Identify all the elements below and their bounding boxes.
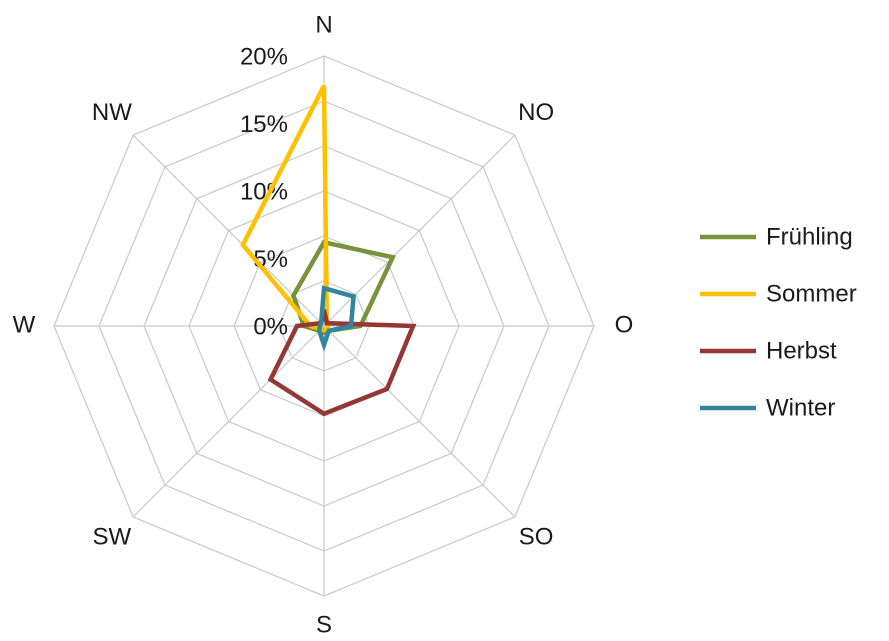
series-line-3 (316, 285, 356, 352)
tick-label: 0% (253, 313, 288, 340)
legend-label: Herbst (766, 337, 837, 364)
axis-label-w: W (13, 311, 36, 338)
legend: Frühling Sommer Herbst Winter (700, 223, 857, 421)
axis-label-so: SO (519, 523, 554, 550)
radar-grid (53, 55, 595, 597)
radial-tick-labels: 0%5%10%15%20% (240, 43, 288, 340)
grid-spoke (323, 325, 516, 518)
axis-label-n: N (315, 11, 332, 38)
axis-label-o: O (615, 311, 634, 338)
series-line-0 (290, 239, 396, 336)
tick-label: 15% (240, 111, 288, 138)
series-line-2 (267, 309, 417, 417)
tick-label: 20% (240, 43, 288, 70)
legend-label: Sommer (766, 280, 857, 307)
tick-label: 5% (253, 246, 288, 273)
legend-label: Winter (766, 394, 835, 421)
axis-label-nw: NW (92, 99, 132, 126)
axis-label-s: S (316, 611, 332, 638)
axis-label-no: NO (518, 99, 554, 126)
grid-spoke (323, 134, 516, 327)
grid-spoke (132, 325, 325, 518)
legend-label: Frühling (766, 223, 853, 250)
axis-labels: N NO O SO S SW W NW (13, 11, 634, 638)
data-series (240, 84, 417, 417)
axis-label-sw: SW (93, 523, 132, 550)
